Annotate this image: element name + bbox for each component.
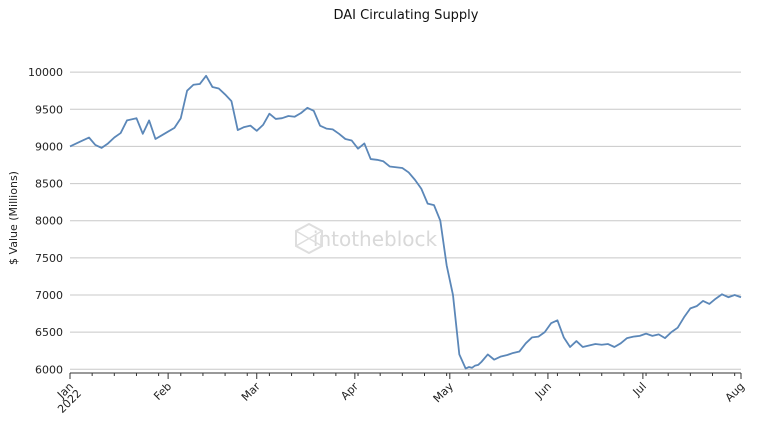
- y-tick-label: 7000: [35, 289, 63, 302]
- y-axis-ticks: 6000 6500 7000 7500 8000 8500 9000 9500 10000: [28, 66, 63, 376]
- y-tick-label: 9500: [35, 103, 63, 116]
- y-tick-label: 8000: [35, 215, 63, 228]
- x-tick-label: Apr: [338, 380, 361, 403]
- chart-title: DAI Circulating Supply: [334, 8, 479, 23]
- x-tick-label: Jul: [630, 380, 649, 399]
- watermark-logo-icon: [295, 222, 323, 255]
- y-tick-label: 6000: [35, 363, 63, 376]
- watermark: intotheblock: [313, 227, 438, 251]
- x-tick-label: Aug: [723, 380, 747, 404]
- y-tick-label: 6500: [35, 326, 63, 339]
- y-tick-label: 10000: [28, 66, 63, 79]
- x-tick-label: Feb: [151, 380, 174, 403]
- y-tick-label: 7500: [35, 252, 63, 265]
- y-tick-label: 9000: [35, 140, 63, 153]
- gridlines: [70, 71, 741, 370]
- y-axis-label: $ Value (Millions): [7, 171, 20, 265]
- x-tick-label: Mar: [239, 380, 263, 404]
- y-tick-label: 8500: [35, 178, 63, 191]
- x-tick-label: May: [431, 380, 457, 406]
- series-line: [69, 74, 742, 370]
- x-tick-label: Jun: [532, 380, 554, 402]
